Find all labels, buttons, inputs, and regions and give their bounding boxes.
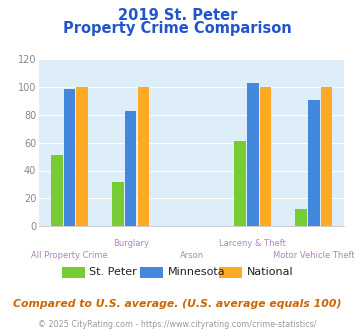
Text: Property Crime Comparison: Property Crime Comparison <box>63 21 292 36</box>
Text: Minnesota: Minnesota <box>168 267 225 277</box>
Bar <box>76 87 88 226</box>
Bar <box>321 87 332 226</box>
Bar <box>137 87 149 226</box>
Text: Burglary: Burglary <box>113 239 149 248</box>
Text: National: National <box>246 267 293 277</box>
Bar <box>234 141 246 226</box>
Text: © 2025 CityRating.com - https://www.cityrating.com/crime-statistics/: © 2025 CityRating.com - https://www.city… <box>38 320 317 329</box>
Bar <box>247 83 258 226</box>
Text: Compared to U.S. average. (U.S. average equals 100): Compared to U.S. average. (U.S. average … <box>13 299 342 309</box>
Bar <box>260 87 271 226</box>
Bar <box>112 182 124 226</box>
Text: St. Peter: St. Peter <box>89 267 137 277</box>
Text: Motor Vehicle Theft: Motor Vehicle Theft <box>273 251 355 260</box>
Bar <box>295 210 307 226</box>
Text: Arson: Arson <box>180 251 204 260</box>
Bar <box>308 100 320 226</box>
Text: 2019 St. Peter: 2019 St. Peter <box>118 8 237 23</box>
Bar <box>125 111 136 226</box>
Bar <box>51 155 63 226</box>
Text: Larceny & Theft: Larceny & Theft <box>219 239 286 248</box>
Bar <box>64 88 75 226</box>
Text: All Property Crime: All Property Crime <box>31 251 108 260</box>
